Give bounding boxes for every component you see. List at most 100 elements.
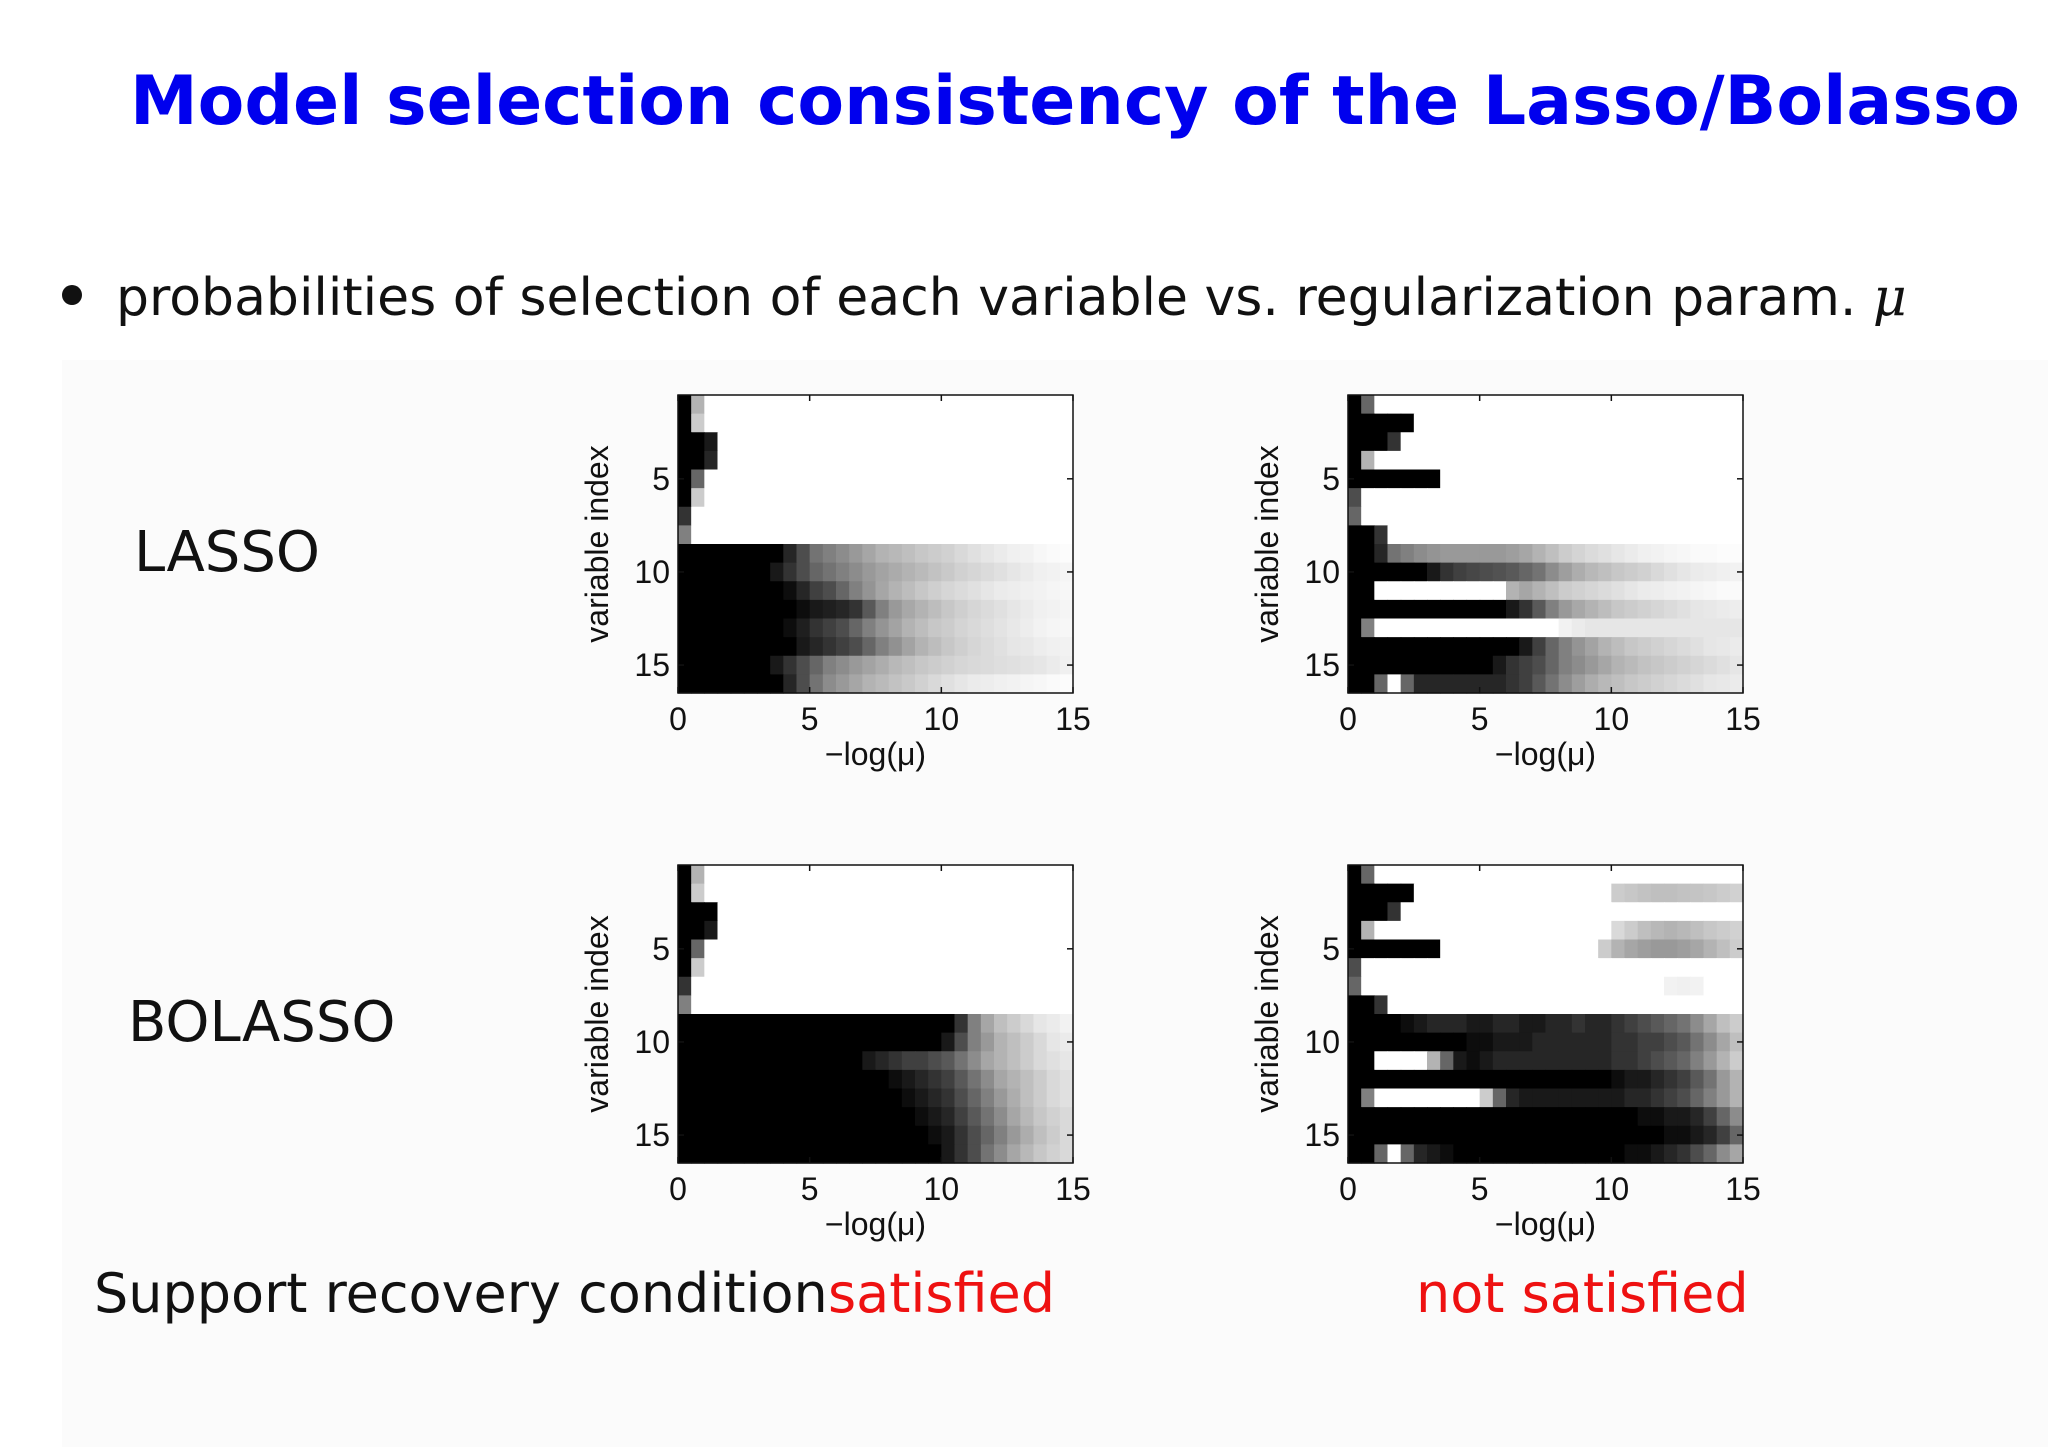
heatmap-cell [1716, 618, 1731, 638]
heatmap-cell [1532, 939, 1547, 959]
heatmap-cell [730, 525, 745, 545]
heatmap-cell [691, 1051, 705, 1071]
heatmap-cell [836, 939, 850, 959]
heatmap-cell [901, 581, 916, 601]
heatmap-cell [1387, 995, 1402, 1015]
heatmap-cell [862, 1125, 877, 1145]
heatmap-cell [743, 976, 758, 996]
heatmap-cell [915, 1125, 929, 1145]
heatmap-cell [1611, 995, 1626, 1015]
heatmap-cell [1400, 413, 1415, 433]
heatmap-cell [730, 1088, 745, 1108]
heatmap-cell [1440, 655, 1454, 675]
heatmap-cell [691, 432, 705, 452]
heatmap-cell [915, 883, 929, 903]
heatmap-cell [1348, 883, 1362, 903]
heatmap-cell [1585, 618, 1599, 638]
heatmap-cell [1387, 902, 1402, 922]
heatmap-cell [1007, 902, 1021, 922]
heatmap-cell [1598, 618, 1612, 638]
heatmap-cell [1558, 995, 1573, 1015]
heatmap-cell [1400, 883, 1415, 903]
heatmap-cell [691, 581, 705, 601]
heatmap-cell [967, 655, 982, 675]
heatmap-cell [1506, 1107, 1520, 1127]
heatmap-cell [1585, 902, 1599, 922]
heatmap-cell [967, 488, 982, 508]
heatmap-cell [1466, 865, 1481, 885]
heatmap-cell [1558, 506, 1573, 526]
heatmap-cell [1598, 958, 1612, 978]
heatmap-cell [1387, 1014, 1402, 1034]
heatmap-cell [1046, 450, 1061, 471]
heatmap-cell [1650, 883, 1665, 903]
heatmap-cell [1624, 450, 1639, 471]
heatmap-cell [783, 469, 798, 489]
heatmap-cell [1677, 1069, 1691, 1090]
heatmap-cell [1413, 413, 1428, 433]
heatmap-cell [862, 506, 877, 526]
heatmap-cell [1453, 920, 1468, 941]
heatmap-cell [1427, 1125, 1441, 1145]
heatmap-cell [1571, 1032, 1586, 1052]
heatmap-cell [1532, 432, 1547, 452]
heatmap-cell [875, 1051, 890, 1071]
heatmap-cell [1519, 1144, 1533, 1164]
heatmap-cell [1585, 1107, 1599, 1127]
heatmap-cell [875, 976, 890, 996]
heatmap-cell [1413, 562, 1428, 582]
heatmap-cell [1585, 1125, 1599, 1145]
heatmap-cell [1440, 1088, 1454, 1108]
heatmap-cell [1427, 544, 1441, 564]
heatmap-cell [1624, 865, 1639, 885]
heatmap-cell [1558, 525, 1573, 545]
heatmap-cell [717, 995, 732, 1015]
heatmap-cell [1479, 883, 1494, 903]
heatmap-cell [1479, 995, 1494, 1015]
heatmap-cell [862, 1014, 877, 1034]
heatmap-cell [796, 1125, 811, 1145]
heatmap-cell [1664, 1051, 1678, 1071]
heatmap-cell [915, 1014, 929, 1034]
heatmap-cell [980, 883, 995, 903]
heatmap-cell [1611, 1125, 1626, 1145]
heatmap-cell [915, 1088, 929, 1108]
heatmap-cell [1585, 637, 1599, 657]
heatmap-cell [980, 674, 995, 694]
heatmap-cell [1571, 1014, 1586, 1034]
heatmap-cell [1361, 655, 1375, 675]
heatmap-cell [901, 958, 916, 978]
heatmap-cell [1703, 618, 1718, 638]
heatmap-cell [994, 599, 1008, 620]
heatmap-cell [678, 939, 692, 959]
heatmap-cell [928, 655, 942, 675]
heatmap-cell [1624, 618, 1639, 638]
heatmap-cell [1453, 1125, 1468, 1145]
heatmap-cell [757, 1107, 771, 1127]
heatmap-cell [1690, 1069, 1705, 1090]
heatmap-cell [1387, 1069, 1402, 1090]
heatmap-cell [1059, 976, 1074, 996]
heatmap-cell [1690, 599, 1705, 620]
heatmap-cell [1703, 525, 1718, 545]
heatmap-cell [954, 1125, 969, 1145]
heatmap-cell [1033, 995, 1048, 1015]
heatmap-cell [809, 976, 824, 996]
heatmap-cell [1558, 939, 1573, 959]
heatmap-cell [1387, 544, 1402, 564]
heatmap-cell [1729, 1144, 1744, 1164]
heatmap-cell [967, 1107, 982, 1127]
y-axis-label: variable index [579, 915, 615, 1112]
heatmap-cell [822, 395, 837, 415]
heatmap-cell [1033, 1014, 1048, 1034]
heatmap-cell [1611, 1069, 1626, 1090]
heatmap-cell [1558, 674, 1573, 694]
heatmap-cell [967, 902, 982, 922]
heatmap-cell [1506, 544, 1520, 564]
heatmap-cell [1466, 618, 1481, 638]
heatmap-cell [1624, 920, 1639, 941]
heatmap-cell [1677, 674, 1691, 694]
heatmap-cell [1007, 581, 1021, 601]
heatmap-cell [1716, 432, 1731, 452]
heatmap-cell [809, 488, 824, 508]
